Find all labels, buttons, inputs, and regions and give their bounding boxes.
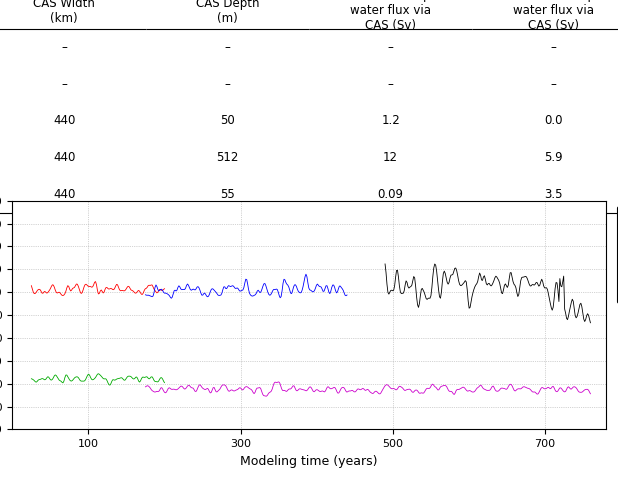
CAS50m_Sepulchre — [142, 384, 149, 390]
PI — [433, 268, 441, 274]
CAS50m_PlioMIP — [167, 295, 175, 301]
PlioMIP — [84, 283, 91, 289]
CAS50m_PlioMIP — [316, 284, 324, 289]
PI — [500, 287, 507, 293]
CAS500m_Sepulchre — [33, 379, 40, 385]
CAS500m_Sepulchre — [83, 374, 91, 380]
PlioMIP — [41, 288, 48, 294]
PlioMIP — [92, 279, 99, 285]
Line: PlioMIP: PlioMIP — [32, 282, 164, 296]
CAS500m_Sepulchre — [106, 382, 114, 388]
CAS500m_Sepulchre — [95, 371, 102, 377]
CAS50m_PlioMIP — [344, 292, 351, 298]
Line: CAS50m_Sepulchre: CAS50m_Sepulchre — [145, 382, 590, 396]
PlioMIP — [35, 286, 43, 292]
CAS50m_PlioMIP — [142, 292, 149, 298]
CAS500m_Sepulchre — [35, 377, 43, 383]
CAS500m_Sepulchre — [52, 372, 59, 378]
PlioMIP — [59, 293, 67, 299]
CAS50m_Sepulchre — [171, 386, 178, 392]
PI — [539, 279, 546, 285]
CAS500m_Sepulchre — [28, 376, 35, 382]
CAS50m_Sepulchre — [233, 387, 240, 393]
PI — [498, 290, 506, 296]
PI — [427, 293, 434, 299]
PlioMIP — [52, 287, 59, 293]
PlioMIP — [33, 289, 40, 295]
CAS50m_PlioMIP — [286, 287, 294, 293]
CAS50m_PlioMIP — [292, 282, 299, 288]
PI — [586, 320, 594, 325]
CAS50m_Sepulchre — [263, 393, 270, 399]
PlioMIP — [96, 290, 103, 296]
CAS50m_Sepulchre — [329, 385, 337, 391]
CAS500m_Sepulchre — [94, 371, 101, 377]
CAS50m_PlioMIP — [152, 282, 159, 288]
CAS50m_PlioMIP — [302, 271, 310, 277]
CAS50m_Sepulchre — [242, 384, 249, 390]
CAS50m_PlioMIP — [157, 286, 164, 292]
CAS50m_Sepulchre — [431, 383, 438, 389]
CAS500m_Sepulchre — [161, 380, 168, 386]
CAS500m_Sepulchre — [41, 377, 48, 383]
Legend: PlioMIP, CAS50m_PlioMIP, PI, CAS500m_Sepulchre, CAS50m_Sepulchre: PlioMIP, CAS50m_PlioMIP, PI, CAS500m_Sep… — [617, 206, 618, 304]
Line: CAS500m_Sepulchre: CAS500m_Sepulchre — [32, 374, 164, 385]
CAS50m_Sepulchre — [275, 379, 282, 385]
PI — [555, 299, 562, 305]
PlioMIP — [161, 286, 168, 292]
CAS50m_Sepulchre — [586, 391, 594, 397]
Line: PI: PI — [385, 264, 590, 323]
X-axis label: Modeling time (years): Modeling time (years) — [240, 455, 378, 468]
CAS50m_Sepulchre — [187, 385, 195, 390]
CAS50m_PlioMIP — [240, 285, 248, 290]
PI — [381, 261, 389, 267]
Line: CAS50m_PlioMIP: CAS50m_PlioMIP — [145, 274, 347, 298]
PlioMIP — [28, 283, 35, 288]
